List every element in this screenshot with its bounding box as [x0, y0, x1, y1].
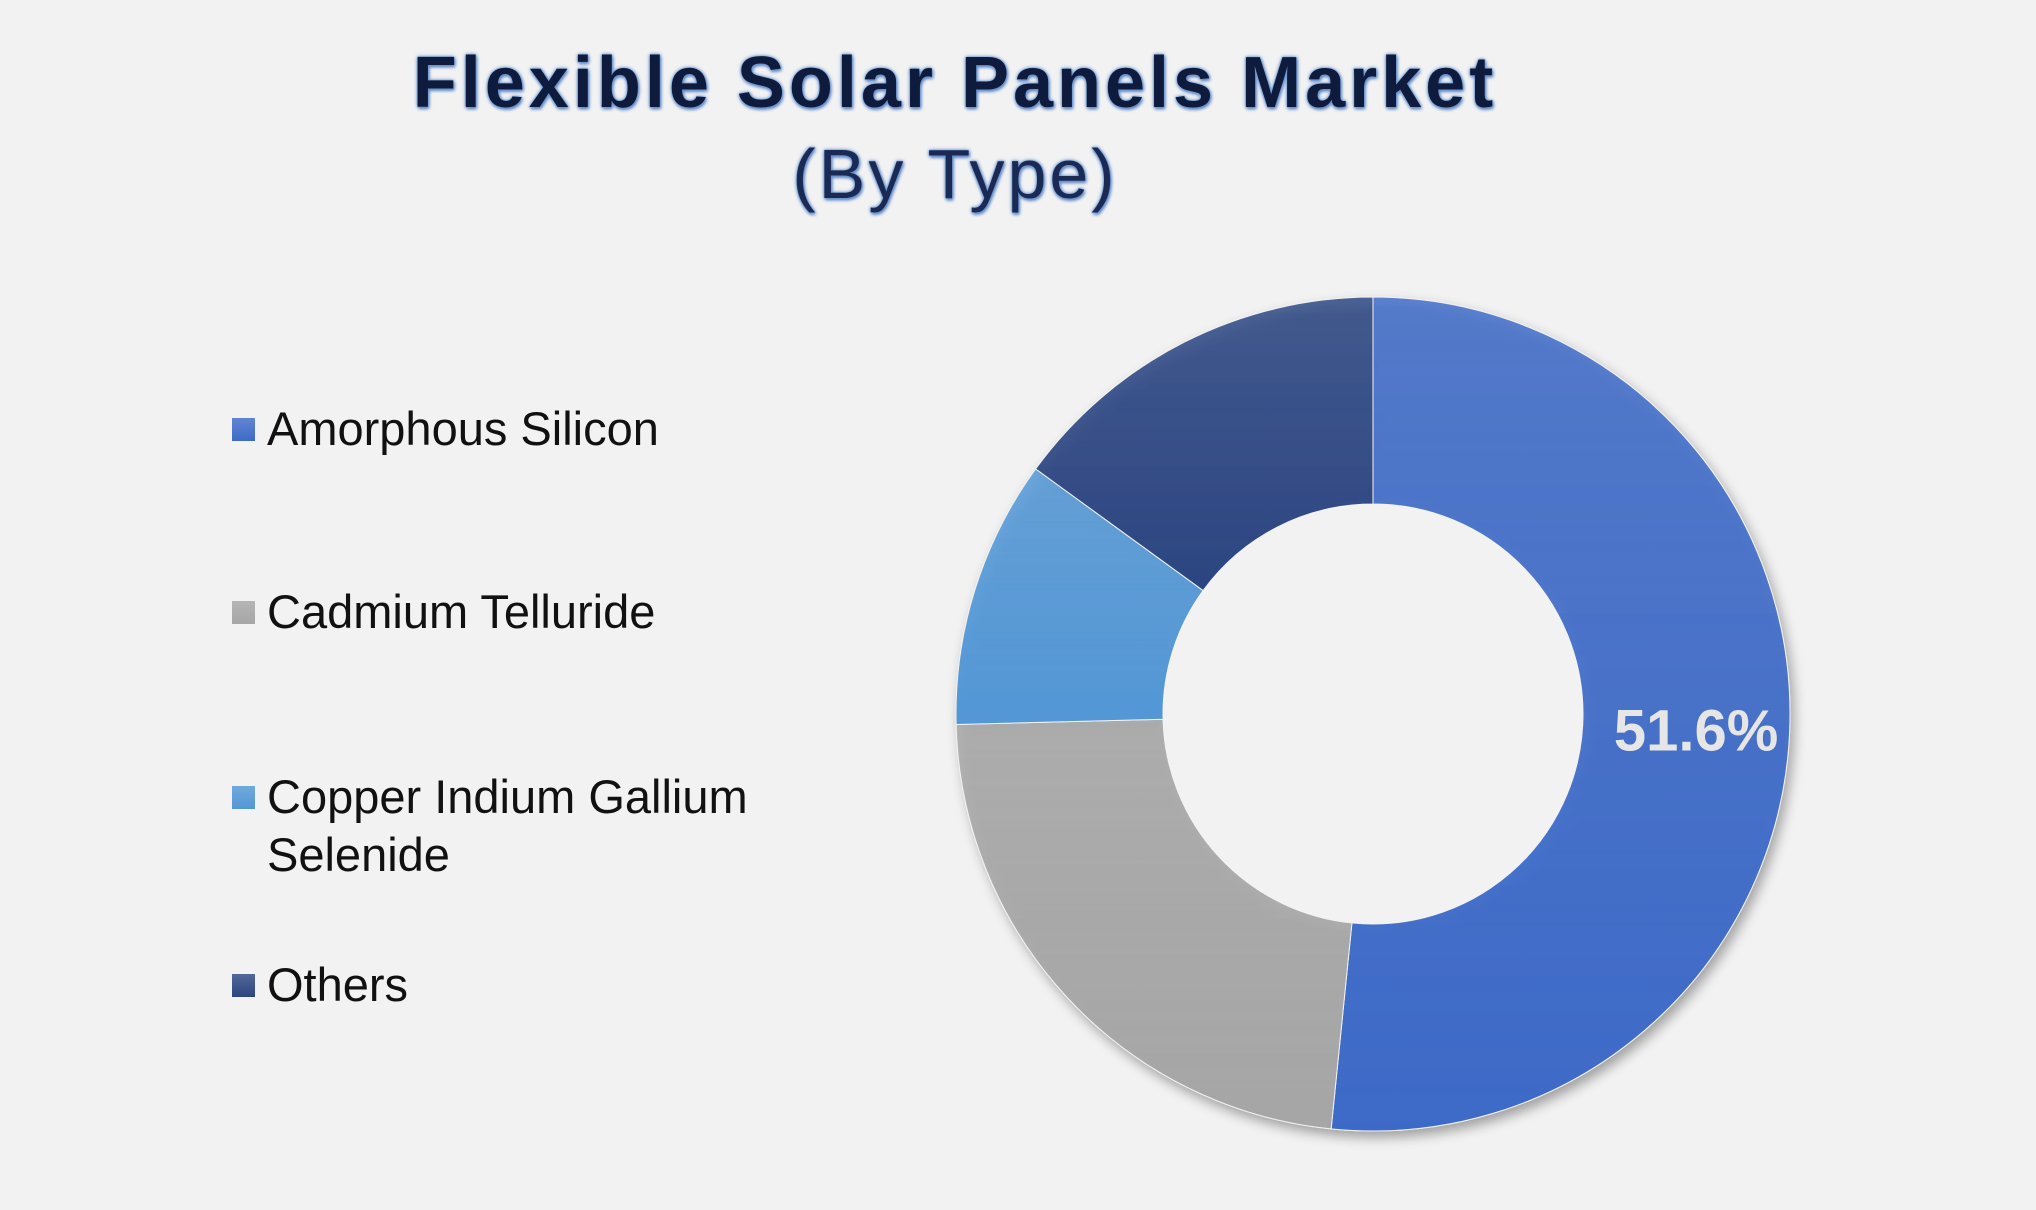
- legend-swatch: [232, 601, 255, 624]
- legend-item-cadmium-telluride: Cadmium Telluride: [232, 583, 827, 641]
- data-label-amorphous-silicon: 51.6%: [1614, 698, 1778, 763]
- legend-label: Others: [267, 958, 409, 1011]
- chart-subtitle: (By Type): [792, 135, 1118, 213]
- legend-item-cigs: Copper Indium Gallium Selenide: [232, 768, 797, 884]
- chart-title: Flexible Solar Panels Market: [412, 43, 1498, 123]
- legend-swatch: [232, 418, 255, 441]
- legend-label: Copper Indium Gallium Selenide: [267, 770, 748, 881]
- legend-label: Cadmium Telluride: [267, 585, 656, 638]
- legend-swatch: [232, 786, 255, 809]
- legend-item-amorphous-silicon: Amorphous Silicon: [232, 400, 827, 458]
- legend-swatch: [232, 974, 255, 997]
- legend-label: Amorphous Silicon: [267, 402, 659, 455]
- donut-hole: [1163, 504, 1583, 924]
- legend-item-others: Others: [232, 956, 827, 1014]
